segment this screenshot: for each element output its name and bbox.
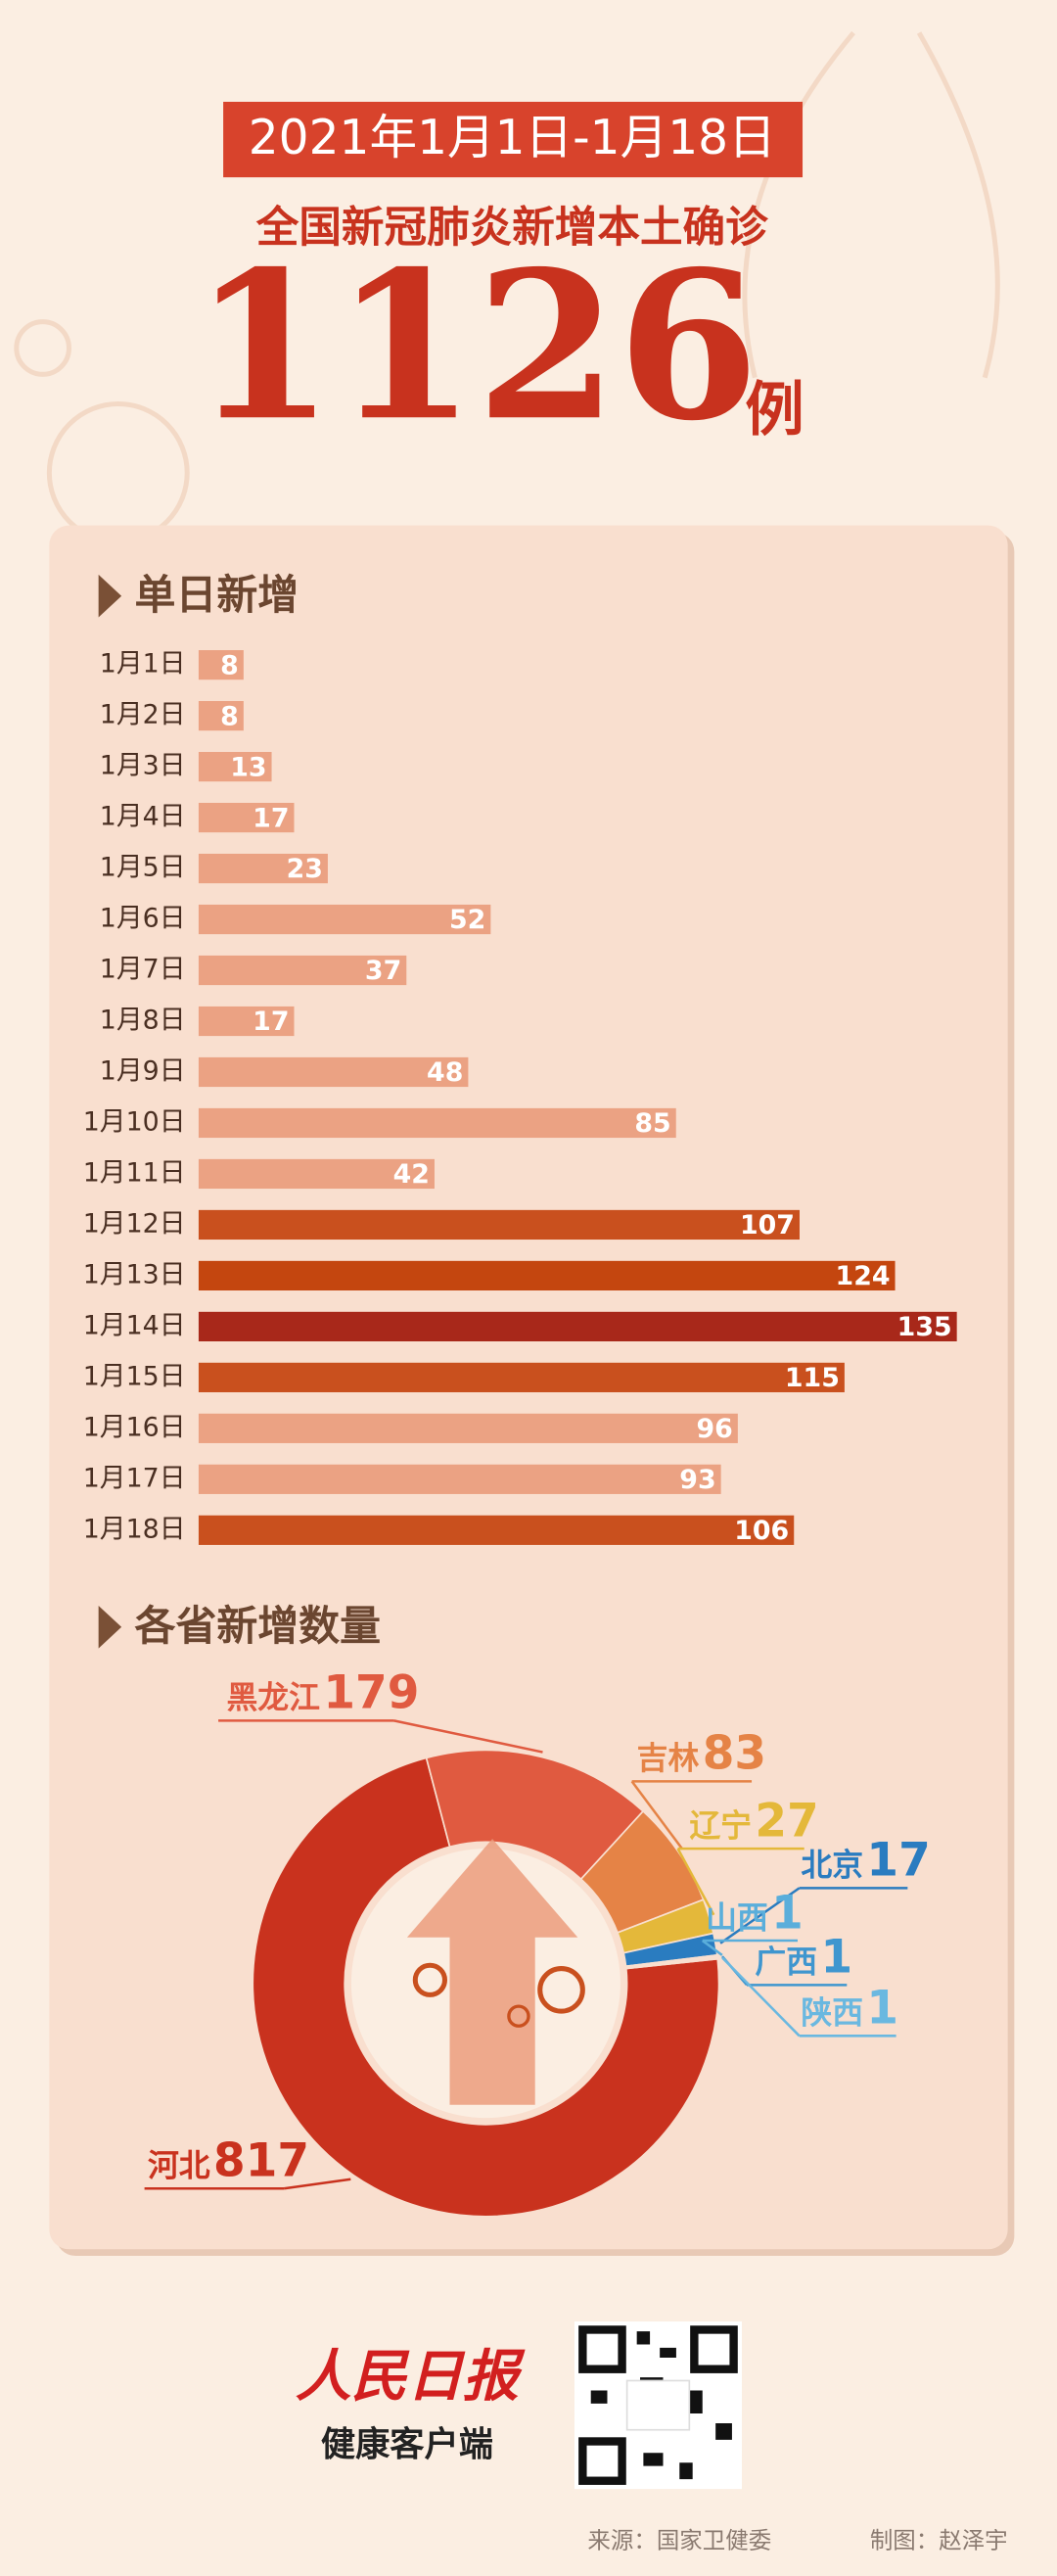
province-value: 27 xyxy=(755,1794,818,1848)
value-label: 8 xyxy=(220,701,239,731)
province-label: 辽宁 xyxy=(689,1806,752,1844)
category-label: 1月10日 xyxy=(83,1106,186,1137)
value-label: 93 xyxy=(679,1465,715,1495)
value-label: 115 xyxy=(785,1363,840,1393)
bar xyxy=(198,802,295,833)
category-label: 1月13日 xyxy=(83,1259,186,1289)
category-label: 1月6日 xyxy=(100,904,186,934)
leader-line xyxy=(393,1719,543,1754)
province-value: 17 xyxy=(866,1834,930,1888)
date-banner xyxy=(223,101,804,178)
bar xyxy=(198,904,491,935)
province-label: 河北 xyxy=(148,2146,210,2183)
value-label: 85 xyxy=(634,1108,670,1139)
value-label: 124 xyxy=(836,1261,891,1291)
donut-segment xyxy=(624,1956,719,1970)
logo: 人民日报 xyxy=(296,2343,526,2409)
value-label: 42 xyxy=(393,1159,430,1190)
value-label: 37 xyxy=(365,956,401,986)
value-label: 106 xyxy=(734,1516,789,1546)
credit: 制图：赵泽宇 xyxy=(870,2526,1008,2553)
province-value: 1 xyxy=(820,1931,852,1985)
bar xyxy=(198,1464,721,1494)
category-label: 1月18日 xyxy=(83,1514,186,1544)
center-art xyxy=(350,1839,620,2119)
category-label: 1月5日 xyxy=(100,853,186,883)
date-range: 2021年1月1日-1月18日 xyxy=(249,111,776,165)
unit: 例 xyxy=(745,376,804,445)
value-label: 96 xyxy=(697,1414,733,1444)
province-label: 陕西 xyxy=(801,1994,863,2032)
leader-line xyxy=(283,2178,351,2190)
bar xyxy=(198,1362,845,1392)
value-label: 8 xyxy=(220,650,239,680)
category-label: 1月17日 xyxy=(83,1463,186,1493)
bar xyxy=(198,1413,738,1443)
category-label: 1月16日 xyxy=(83,1412,186,1442)
leader-line xyxy=(719,1887,801,1944)
category-label: 1月3日 xyxy=(100,751,186,781)
source: 来源：国家卫健委 xyxy=(587,2526,771,2553)
bar xyxy=(198,752,272,782)
province-label: 北京 xyxy=(801,1847,863,1884)
province-value: 179 xyxy=(323,1666,419,1720)
category-label: 1月12日 xyxy=(83,1208,186,1239)
bar xyxy=(198,1107,676,1139)
leader-line xyxy=(702,1940,723,1956)
bar xyxy=(198,1006,295,1037)
bar xyxy=(198,853,328,884)
category-label: 1月7日 xyxy=(100,955,186,985)
province-label: 山西 xyxy=(706,1898,768,1936)
bar xyxy=(198,1056,469,1088)
value-label: 23 xyxy=(287,854,323,884)
value-label: 17 xyxy=(253,803,289,833)
category-label: 1月9日 xyxy=(100,1055,186,1086)
category-label: 1月1日 xyxy=(100,649,186,679)
category-label: 1月14日 xyxy=(83,1310,186,1340)
bar xyxy=(198,701,244,731)
category-label: 1月11日 xyxy=(83,1157,186,1188)
total: 1126 xyxy=(193,227,759,466)
marker xyxy=(98,1605,122,1649)
province-label: 黑龙江 xyxy=(226,1679,320,1716)
province-label: 吉林 xyxy=(637,1740,700,1777)
bar xyxy=(198,1311,957,1341)
province-label: 广西 xyxy=(755,1944,817,1981)
category-label: 1月4日 xyxy=(100,802,186,832)
value-label: 52 xyxy=(449,905,485,935)
category-label: 1月2日 xyxy=(100,700,186,730)
province-value: 1 xyxy=(866,1982,898,2036)
bar xyxy=(198,955,407,986)
value-label: 48 xyxy=(427,1057,463,1088)
value-label: 13 xyxy=(230,752,266,782)
province-value: 817 xyxy=(213,2134,309,2188)
qr-code xyxy=(574,2321,742,2490)
section-title: 单日新增 xyxy=(135,571,299,619)
value-label: 107 xyxy=(740,1210,795,1241)
bar xyxy=(198,1209,800,1241)
bar xyxy=(198,1515,795,1545)
province-value: 83 xyxy=(703,1727,766,1781)
marker xyxy=(98,574,122,618)
bar xyxy=(198,1260,896,1291)
province-value: 1 xyxy=(771,1886,804,1940)
section-title: 各省新增数量 xyxy=(135,1602,381,1650)
leader-line xyxy=(676,1848,715,1916)
leader-line xyxy=(721,1956,801,2037)
subtitle: 全国新冠肺炎新增本土确诊 xyxy=(255,204,769,253)
app-name: 健康客户端 xyxy=(321,2425,493,2465)
donut-segment xyxy=(252,1756,720,2218)
bar xyxy=(198,1158,435,1190)
leader-line xyxy=(630,1780,684,1850)
value-label: 17 xyxy=(253,1007,289,1037)
category-label: 1月8日 xyxy=(100,1006,186,1036)
value-label: 135 xyxy=(897,1312,952,1342)
category-label: 1月15日 xyxy=(83,1361,186,1391)
bar xyxy=(198,650,244,680)
